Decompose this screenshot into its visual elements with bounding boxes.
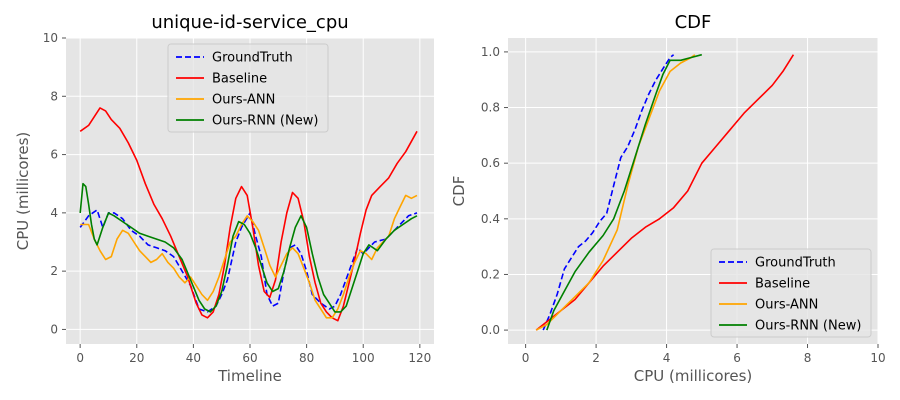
legend-label: Baseline: [755, 277, 810, 292]
y-tick-label: 4: [50, 206, 58, 220]
y-tick-label: 0.4: [481, 212, 500, 226]
y-tick-label: 1.0: [481, 45, 500, 59]
chart-panel-right: 0 2 4 6 8 10 0.0 0.2 0.4 0.6 0.8 1.0 CDF CPU (millico…: [450, 12, 886, 385]
x-tick-label: 0: [76, 351, 84, 365]
series-line-baseline: [535, 54, 795, 331]
x-axis-label: Timeline: [217, 367, 282, 385]
x-tick-label: 6: [733, 351, 741, 365]
legend-label: Baseline: [212, 72, 267, 87]
x-tick-label: 2: [592, 351, 600, 365]
y-axis-label: CDF: [450, 176, 468, 207]
x-tick-label: 20: [129, 351, 144, 365]
y-tick-label: 0.6: [481, 156, 500, 170]
y-axis-label: CPU (millicores): [14, 132, 32, 251]
legend-box: [167, 43, 329, 133]
legend-label: GroundTruth: [755, 256, 836, 271]
legend-box: [710, 248, 872, 338]
x-tick-label: 0: [522, 351, 530, 365]
x-tick-label: 120: [408, 351, 431, 365]
legend: GroundTruth Baseline Ours-ANN Ours-RNN (New…: [710, 248, 872, 338]
series-line-ours-ann: [535, 54, 696, 331]
x-tick-label: 80: [299, 351, 314, 365]
x-tick-label: 60: [242, 351, 257, 365]
x-tick-label: 40: [186, 351, 201, 365]
legend-label: Ours-ANN: [212, 93, 275, 108]
legend-label: Ours-RNN (New): [755, 319, 861, 334]
y-tick-label: 8: [50, 89, 58, 103]
series-line-groundtruth: [542, 54, 675, 331]
x-tick-label: 4: [663, 351, 671, 365]
series-line-ours-rnn-new: [79, 182, 418, 313]
chart-title: unique-id-service_cpu: [151, 12, 348, 33]
legend-label: Ours-ANN: [755, 298, 818, 313]
y-tick-label: 0.8: [481, 101, 500, 115]
x-tick-label: 8: [804, 351, 812, 365]
legend: GroundTruth Baseline Ours-ANN Ours-RNN (New…: [167, 43, 329, 133]
series-line-ours-ann: [80, 194, 418, 319]
x-tick-label: 10: [870, 351, 885, 365]
y-tick-label: 6: [50, 148, 58, 162]
y-tick-label: 10: [43, 31, 58, 45]
y-tick-label: 0.0: [481, 323, 500, 337]
legend-label: GroundTruth: [212, 51, 293, 66]
x-tick-label: 100: [352, 351, 375, 365]
y-tick-label: 2: [50, 264, 58, 278]
x-axis-label: CPU (millicores): [634, 367, 753, 385]
y-tick-label: 0: [50, 322, 58, 336]
chart-title: CDF: [675, 12, 712, 33]
y-tick-label: 0.2: [481, 267, 500, 281]
legend-label: Ours-RNN (New): [212, 114, 318, 129]
series-line-ours-rnn-new: [546, 53, 703, 331]
chart-panel-left: 0 20 40 60 80 100 120 0 2 4 6 8 10 unique-id-service_…: [14, 12, 434, 385]
